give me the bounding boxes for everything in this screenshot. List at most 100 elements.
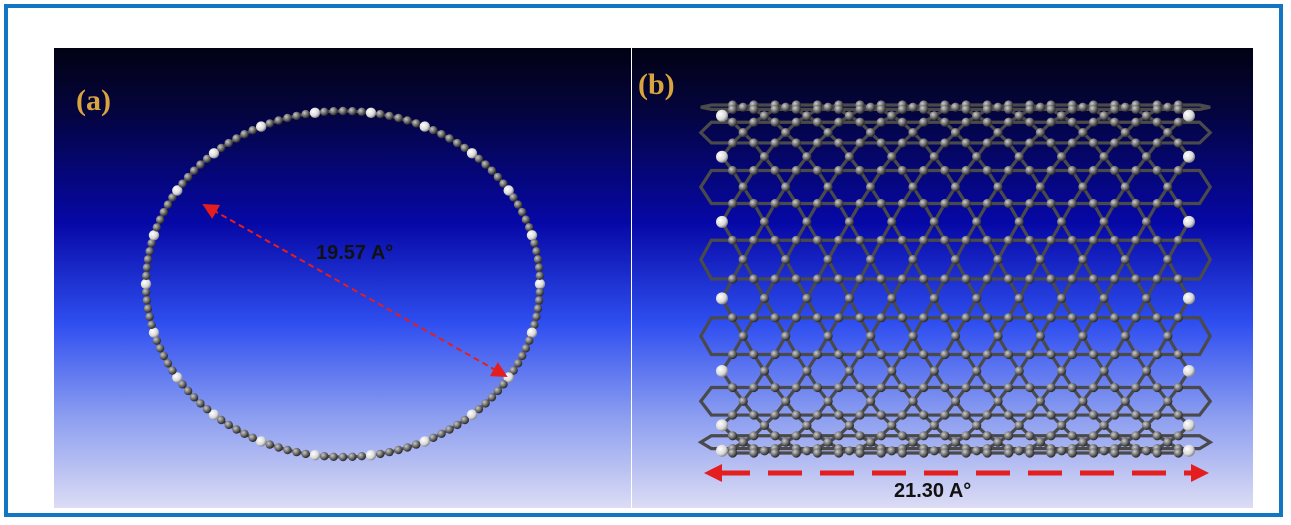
carbon-atom — [897, 313, 907, 323]
carbon-atom — [781, 255, 791, 265]
carbon-atom — [897, 382, 907, 393]
carbon-atom — [961, 104, 971, 114]
carbon-atom — [919, 117, 929, 127]
hydrogen-atom — [716, 215, 728, 228]
carbon-atom — [1046, 165, 1056, 176]
carbon-atom — [812, 165, 823, 176]
carbon-atom — [499, 380, 508, 389]
carbon-atom — [147, 239, 156, 248]
carbon-atom — [802, 293, 812, 303]
carbon-atom — [919, 165, 929, 176]
carbon-atom — [292, 111, 301, 121]
carbon-atom — [1046, 313, 1056, 323]
carbon-atom — [897, 117, 907, 127]
carbon-atom — [961, 165, 971, 176]
carbon-atom — [1014, 446, 1024, 456]
carbon-atom — [855, 117, 865, 127]
carbon-atom — [791, 448, 801, 458]
carbon-atom — [823, 102, 833, 112]
carbon-atom — [1173, 431, 1183, 441]
carbon-atom — [1152, 448, 1162, 458]
carbon-atom — [1004, 431, 1014, 441]
carbon-atom — [1088, 431, 1099, 441]
carbon-atom — [1078, 182, 1088, 192]
carbon-atom — [982, 431, 992, 441]
carbon-atom — [1025, 117, 1035, 127]
carbon-atom — [1110, 448, 1120, 458]
carbon-atom — [728, 313, 738, 323]
hydrogen-atom — [309, 450, 321, 461]
carbon-atom — [1110, 382, 1120, 393]
carbon-atom — [791, 165, 801, 176]
carbon-atom — [781, 396, 791, 406]
carbon-atom — [982, 274, 992, 284]
hydrogen-atom — [365, 450, 377, 461]
carbon-atom — [812, 431, 823, 441]
carbon-atom — [993, 182, 1003, 192]
carbon-atom — [196, 160, 205, 169]
carbon-atom — [357, 452, 366, 461]
carbon-atom — [1099, 293, 1109, 303]
carbon-atom — [929, 366, 939, 376]
carbon-atom — [855, 138, 865, 148]
carbon-atom — [1099, 152, 1109, 162]
carbon-atom — [855, 274, 865, 284]
carbon-atom — [876, 274, 886, 284]
carbon-atom — [897, 349, 907, 360]
carbon-atom — [534, 296, 544, 305]
carbon-atom — [759, 446, 770, 456]
carbon-atom — [1152, 198, 1162, 209]
carbon-atom — [728, 198, 738, 209]
carbon-atom — [445, 134, 454, 143]
carbon-atom — [1131, 117, 1141, 127]
carbon-atom — [1131, 431, 1141, 441]
carbon-atom — [876, 382, 886, 393]
carbon-atom — [876, 448, 886, 458]
panel-b: (b) 21.30 A° — [632, 48, 1253, 508]
carbon-atom — [513, 359, 523, 368]
carbon-atom — [759, 111, 770, 121]
carbon-atom — [1004, 410, 1014, 420]
carbon-atom — [1014, 420, 1024, 430]
carbon-atom — [487, 166, 497, 175]
carbon-atom — [876, 349, 886, 360]
carbon-atom — [834, 117, 844, 127]
nanotube-ring-view — [140, 106, 546, 462]
carbon-atom — [759, 420, 770, 430]
carbon-atom — [834, 138, 844, 148]
carbon-atom — [1099, 446, 1109, 456]
carbon-atom — [145, 312, 154, 321]
carbon-atom — [376, 449, 385, 459]
carbon-atom — [855, 165, 865, 176]
carbon-atom — [749, 104, 759, 114]
carbon-atom — [163, 200, 173, 209]
carbon-atom — [950, 437, 961, 447]
carbon-atom — [993, 128, 1003, 138]
carbon-atom — [802, 366, 812, 376]
carbon-atom — [283, 113, 292, 123]
carbon-atom — [248, 433, 257, 442]
carbon-atom — [728, 117, 738, 127]
carbon-atom — [1025, 274, 1035, 284]
carbon-atom — [159, 207, 168, 217]
carbon-atom — [403, 116, 412, 125]
panel-a: (a) 19.57 A° — [54, 48, 631, 508]
carbon-atom — [202, 154, 212, 163]
carbon-atom — [1163, 437, 1173, 447]
hydrogen-atom — [716, 150, 728, 163]
carbon-atom — [159, 351, 168, 361]
carbon-atom — [1110, 313, 1120, 323]
carbon-atom — [525, 336, 534, 345]
carbon-atom — [876, 138, 886, 148]
carbon-atom — [394, 113, 403, 123]
carbon-atom — [1078, 396, 1088, 406]
carbon-atom — [147, 320, 156, 329]
carbon-atom — [940, 165, 950, 176]
carbon-atom — [812, 382, 823, 393]
carbon-atom — [183, 172, 193, 182]
carbon-atom — [1046, 104, 1056, 114]
carbon-atom — [844, 111, 854, 121]
carbon-atom — [1014, 293, 1024, 303]
carbon-atom — [812, 235, 823, 245]
carbon-atom — [759, 152, 770, 162]
